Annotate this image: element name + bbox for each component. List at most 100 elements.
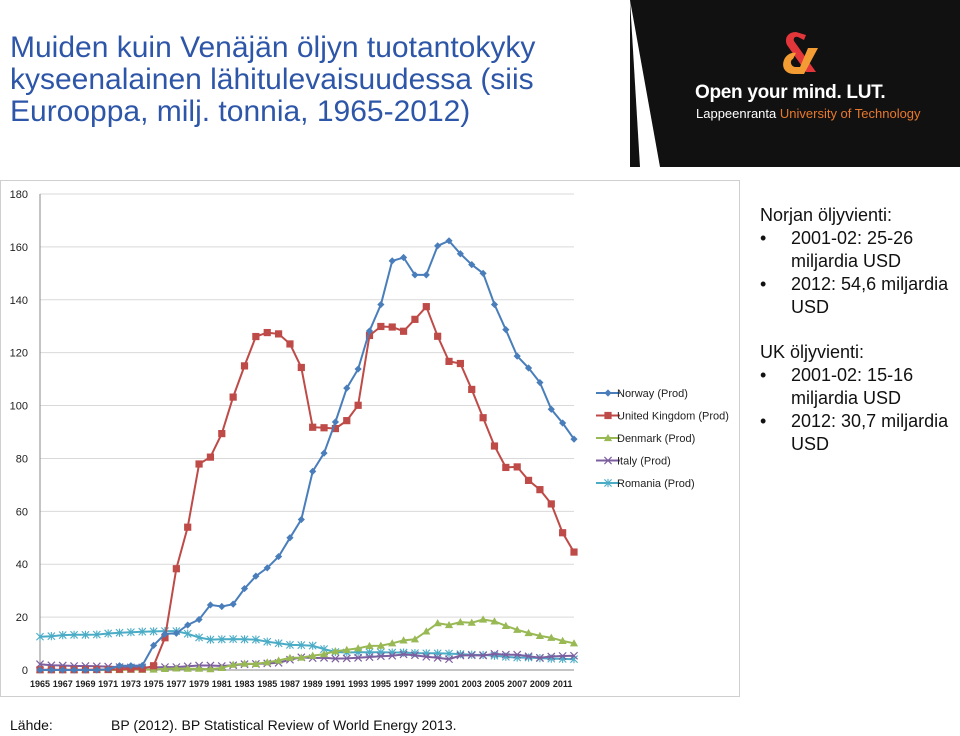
y-tick-label: 60 xyxy=(16,506,28,518)
data-point xyxy=(218,602,226,611)
data-point xyxy=(218,429,226,438)
data-point xyxy=(422,303,430,311)
data-point xyxy=(93,666,101,674)
note-item: 2001-02: 15-16 miljardia USD xyxy=(760,364,955,410)
data-point xyxy=(36,666,44,674)
data-point xyxy=(115,628,124,637)
data-point xyxy=(376,652,385,661)
x-tick-label: 1973 xyxy=(121,679,141,689)
data-point xyxy=(81,666,90,674)
data-point xyxy=(297,641,306,650)
lut-ampersand-icon xyxy=(783,32,818,74)
data-point xyxy=(343,417,351,425)
data-point xyxy=(513,352,521,360)
data-point xyxy=(217,635,226,644)
data-point xyxy=(138,627,147,636)
legend-label: United Kingdom (Prod) xyxy=(617,411,729,423)
data-point xyxy=(320,424,328,432)
data-point xyxy=(92,630,101,639)
data-point xyxy=(433,619,442,627)
data-point xyxy=(433,653,442,662)
data-point xyxy=(195,633,204,642)
data-point xyxy=(604,411,612,420)
source-citation: Lähde: BP (2012). BP Statistical Review o… xyxy=(10,717,457,733)
norway-exports-note: Norjan öljyvienti: 2001-02: 25-26 miljar… xyxy=(760,204,955,319)
data-point xyxy=(603,433,613,442)
x-tick-label: 2011 xyxy=(553,679,573,689)
data-point xyxy=(274,330,283,338)
data-point xyxy=(183,629,192,638)
x-tick-label: 1985 xyxy=(257,679,277,689)
data-point xyxy=(229,393,237,401)
data-point xyxy=(206,665,215,673)
data-point xyxy=(58,630,67,640)
data-point xyxy=(501,650,510,659)
data-point xyxy=(343,384,351,392)
data-point xyxy=(388,257,396,265)
data-point xyxy=(603,456,613,465)
data-point xyxy=(490,442,499,450)
data-point xyxy=(422,652,431,661)
data-point xyxy=(444,620,454,629)
data-point xyxy=(286,534,294,542)
data-point xyxy=(570,548,578,556)
data-point xyxy=(524,476,533,484)
data-point xyxy=(467,651,476,660)
data-point xyxy=(569,651,579,660)
data-point xyxy=(388,651,397,660)
data-point xyxy=(161,630,169,638)
data-point xyxy=(558,636,567,645)
legend-label: Denmark (Prod) xyxy=(617,433,695,445)
logo-panel-shape xyxy=(630,0,960,167)
data-point xyxy=(274,639,283,648)
data-point xyxy=(47,632,56,641)
x-tick-label: 1983 xyxy=(234,679,254,689)
data-point xyxy=(47,666,55,674)
data-point xyxy=(342,654,351,663)
data-point xyxy=(149,627,158,636)
data-point xyxy=(513,650,522,659)
y-tick-label: 120 xyxy=(10,348,28,360)
data-point xyxy=(377,300,385,309)
data-point xyxy=(161,634,169,642)
data-point xyxy=(536,486,544,494)
note-heading: UK öljyvienti: xyxy=(760,342,865,362)
data-point xyxy=(354,653,363,662)
data-point xyxy=(422,271,430,279)
data-point xyxy=(467,618,476,626)
data-point xyxy=(445,357,453,365)
x-tick-label: 1993 xyxy=(348,679,368,689)
data-point xyxy=(274,656,283,664)
y-tick-label: 80 xyxy=(16,453,28,465)
data-point xyxy=(536,378,544,387)
y-tick-label: 40 xyxy=(16,559,28,571)
data-point xyxy=(547,500,555,508)
data-point xyxy=(445,237,453,245)
data-point xyxy=(513,625,522,633)
series-line xyxy=(40,304,575,671)
source-label: Lähde: xyxy=(10,717,53,733)
data-point xyxy=(297,515,305,524)
x-tick-label: 2009 xyxy=(530,679,550,689)
legend-label: Norway (Prod) xyxy=(617,388,688,400)
data-point xyxy=(410,651,419,660)
data-point xyxy=(263,658,272,666)
data-point xyxy=(604,389,612,397)
data-point xyxy=(297,653,306,661)
data-point xyxy=(490,649,499,658)
data-point xyxy=(524,364,533,372)
data-point xyxy=(172,629,180,637)
x-tick-label: 1967 xyxy=(53,679,73,689)
data-point xyxy=(104,665,112,673)
data-point xyxy=(184,523,192,531)
data-point xyxy=(195,615,203,624)
data-point xyxy=(70,666,78,674)
data-point xyxy=(434,332,442,340)
data-point xyxy=(195,460,203,468)
x-tick-label: 1989 xyxy=(303,679,323,689)
data-point xyxy=(206,601,215,609)
data-point xyxy=(240,635,249,644)
data-point xyxy=(138,661,146,670)
data-point xyxy=(331,418,340,426)
note-item: 2012: 30,7 miljardia USD xyxy=(760,410,955,456)
